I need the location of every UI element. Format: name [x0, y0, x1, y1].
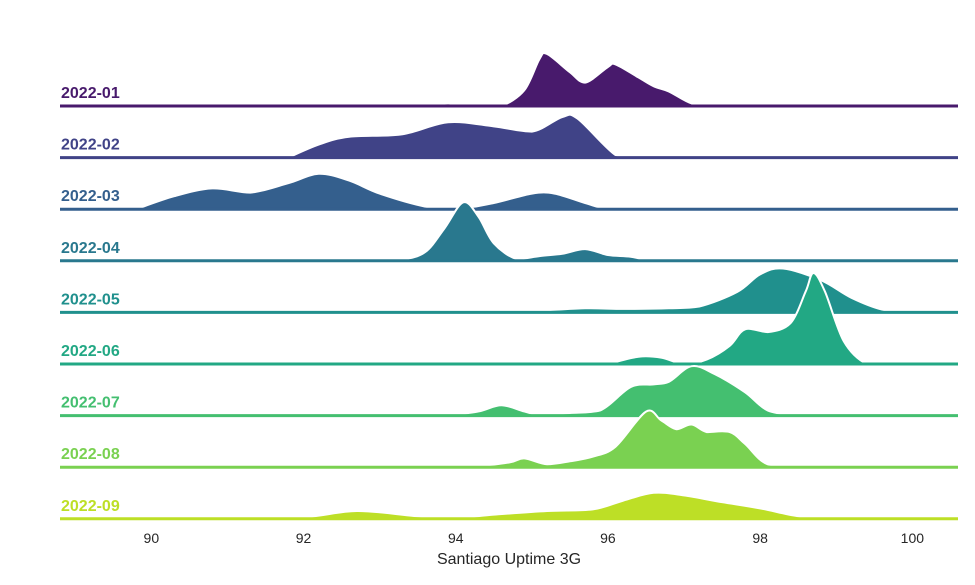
ridge-area-2022-03	[136, 173, 631, 210]
ridge-outline-2022-08	[470, 409, 806, 469]
row-label-2022-02: 2022-02	[61, 137, 120, 154]
row-label-2022-08: 2022-08	[61, 446, 120, 463]
ridge-area-2022-07	[448, 365, 799, 416]
ridge-outline-2022-01	[417, 52, 715, 108]
x-tick-label: 100	[901, 530, 925, 546]
x-axis: 90 92 94 96 98 100	[144, 530, 925, 546]
ridge-area-2022-08	[470, 410, 806, 468]
row-label-2022-01: 2022-01	[61, 85, 120, 102]
row-label-2022-07: 2022-07	[61, 395, 120, 412]
ridge-outline-2022-05	[379, 267, 913, 314]
ridge-area-2022-04	[364, 202, 700, 261]
x-tick-label: 90	[144, 530, 160, 546]
ridge-outline-2022-09	[227, 491, 837, 520]
ridge-area-2022-02	[288, 114, 639, 158]
row-label-2022-03: 2022-03	[61, 188, 120, 205]
ridge-outline-2022-03	[135, 172, 631, 211]
row-label-2022-06: 2022-06	[61, 343, 120, 360]
ridge-2022-03: 2022-03	[60, 172, 958, 211]
x-tick-label: 94	[448, 530, 464, 546]
ridge-2022-08: 2022-08	[60, 409, 958, 469]
ridge-2022-01: 2022-01	[60, 52, 958, 108]
x-axis-title: Santiago Uptime 3G	[437, 551, 581, 568]
row-label-2022-05: 2022-05	[61, 291, 120, 308]
x-tick-label: 98	[752, 530, 768, 546]
x-tick-label: 92	[296, 530, 312, 546]
row-label-2022-09: 2022-09	[61, 498, 120, 515]
ridge-outline-2022-06	[607, 271, 890, 366]
ridge-area-2022-05	[379, 268, 913, 313]
ridge-outline-2022-02	[287, 113, 639, 159]
ridge-outline-2022-04	[364, 201, 700, 262]
ridge-2022-02: 2022-02	[60, 113, 958, 160]
ridge-2022-06: 2022-06	[60, 271, 958, 366]
ridge-2022-04: 2022-04	[60, 201, 958, 263]
ridge-outline-2022-07	[447, 364, 799, 417]
ridges: 2022-01 2022-02 2022-03 2022-04 2022-05 2022-…	[60, 52, 958, 521]
ridge-2022-09: 2022-09	[60, 491, 958, 521]
ridge-area-2022-01	[417, 53, 715, 106]
row-label-2022-04: 2022-04	[61, 240, 120, 257]
ridge-area-2022-06	[607, 273, 890, 364]
x-tick-label: 96	[600, 530, 616, 546]
ridge-2022-07: 2022-07	[60, 364, 958, 418]
